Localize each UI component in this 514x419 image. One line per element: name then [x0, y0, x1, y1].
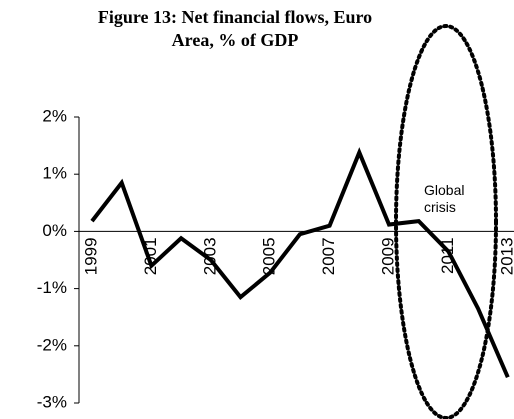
y-tick-label: 0% — [42, 221, 67, 240]
x-tick-label: 2013 — [497, 237, 514, 275]
x-tick-label: 2009 — [378, 237, 397, 275]
y-tick-label: 2% — [42, 106, 67, 125]
annotation: Global crisis — [424, 182, 465, 215]
y-tick-label: -2% — [37, 335, 67, 354]
x-tick-label: 2005 — [260, 237, 279, 275]
chart-title: Figure 13: Net financial flows, Euro Are… — [97, 7, 373, 50]
x-tick-label: 2007 — [319, 237, 338, 275]
y-tick-label: -3% — [37, 392, 67, 411]
y-tick-label: -1% — [37, 278, 67, 297]
x-tick-label: 1999 — [81, 237, 100, 275]
y-tick-label: 1% — [42, 164, 67, 183]
line-series — [90, 147, 510, 379]
